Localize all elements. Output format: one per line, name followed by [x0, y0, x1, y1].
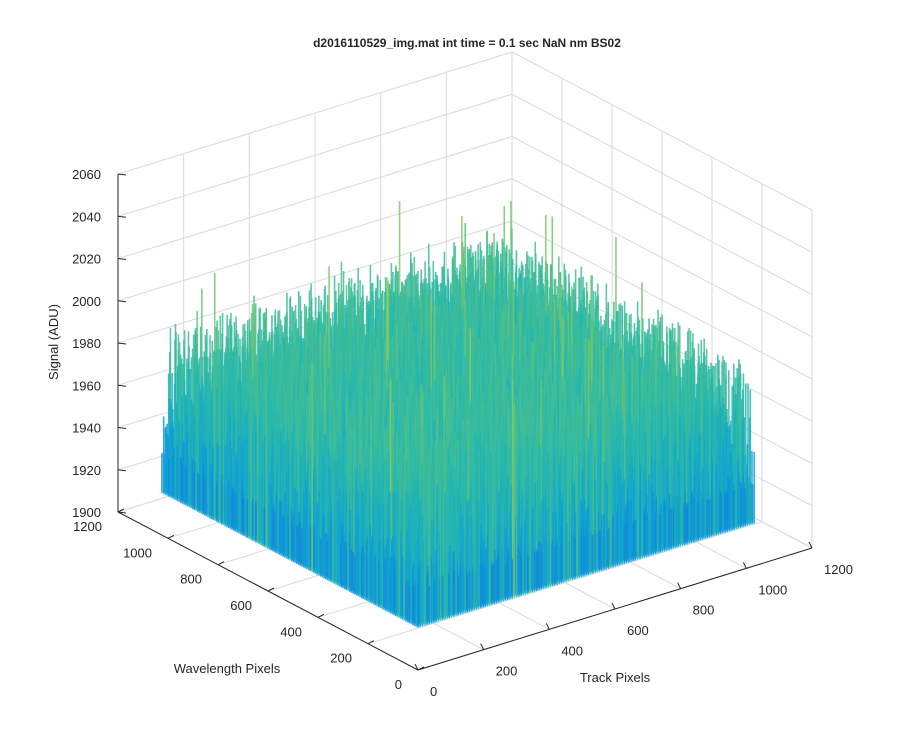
x-tick-mark [545, 623, 550, 630]
z-tick-mark [117, 215, 127, 218]
axis-lines [117, 173, 813, 671]
back-wall-grid-line [511, 136, 813, 295]
x-tick-mark [480, 643, 485, 650]
back-wall-grid-line [117, 178, 513, 302]
x-tick-mark [808, 541, 813, 549]
back-wall-grid-line [511, 51, 813, 211]
x-tick-mark [611, 602, 616, 610]
back-wall-grid-line [511, 178, 813, 338]
y-tick-mark [317, 613, 325, 618]
back-wall-grid-line [117, 220, 513, 344]
z-tick-mark [117, 511, 127, 514]
y-tick-mark [417, 666, 425, 671]
z-tick-mark [117, 258, 127, 260]
back-wall-grid-line [117, 136, 513, 259]
x-tick-mark [677, 582, 682, 589]
back-wall-grid-line [511, 220, 813, 380]
back-wall-grid-line [117, 51, 513, 175]
z-tick-mark [117, 469, 127, 472]
y-tick-mark [367, 640, 375, 645]
surface-plot [161, 201, 756, 628]
z-tick-mark [117, 342, 127, 345]
z-tick-mark [117, 173, 127, 176]
y-tick-mark [167, 534, 175, 539]
z-tick-mark [117, 384, 127, 387]
y-tick-mark [217, 561, 225, 566]
floor-grid-line [367, 521, 763, 645]
z-tick-mark [117, 300, 127, 303]
y-tick-mark [117, 508, 125, 513]
x-tick-mark [414, 663, 419, 671]
chart-title: d2016110529_img.mat int time = 0.1 sec N… [313, 36, 621, 50]
back-wall-grid-line [117, 93, 513, 217]
back-wall-grid-line [511, 93, 813, 253]
y-tick-mark [267, 587, 275, 592]
x-tick-mark [742, 562, 747, 569]
z-tick-mark [117, 427, 127, 429]
